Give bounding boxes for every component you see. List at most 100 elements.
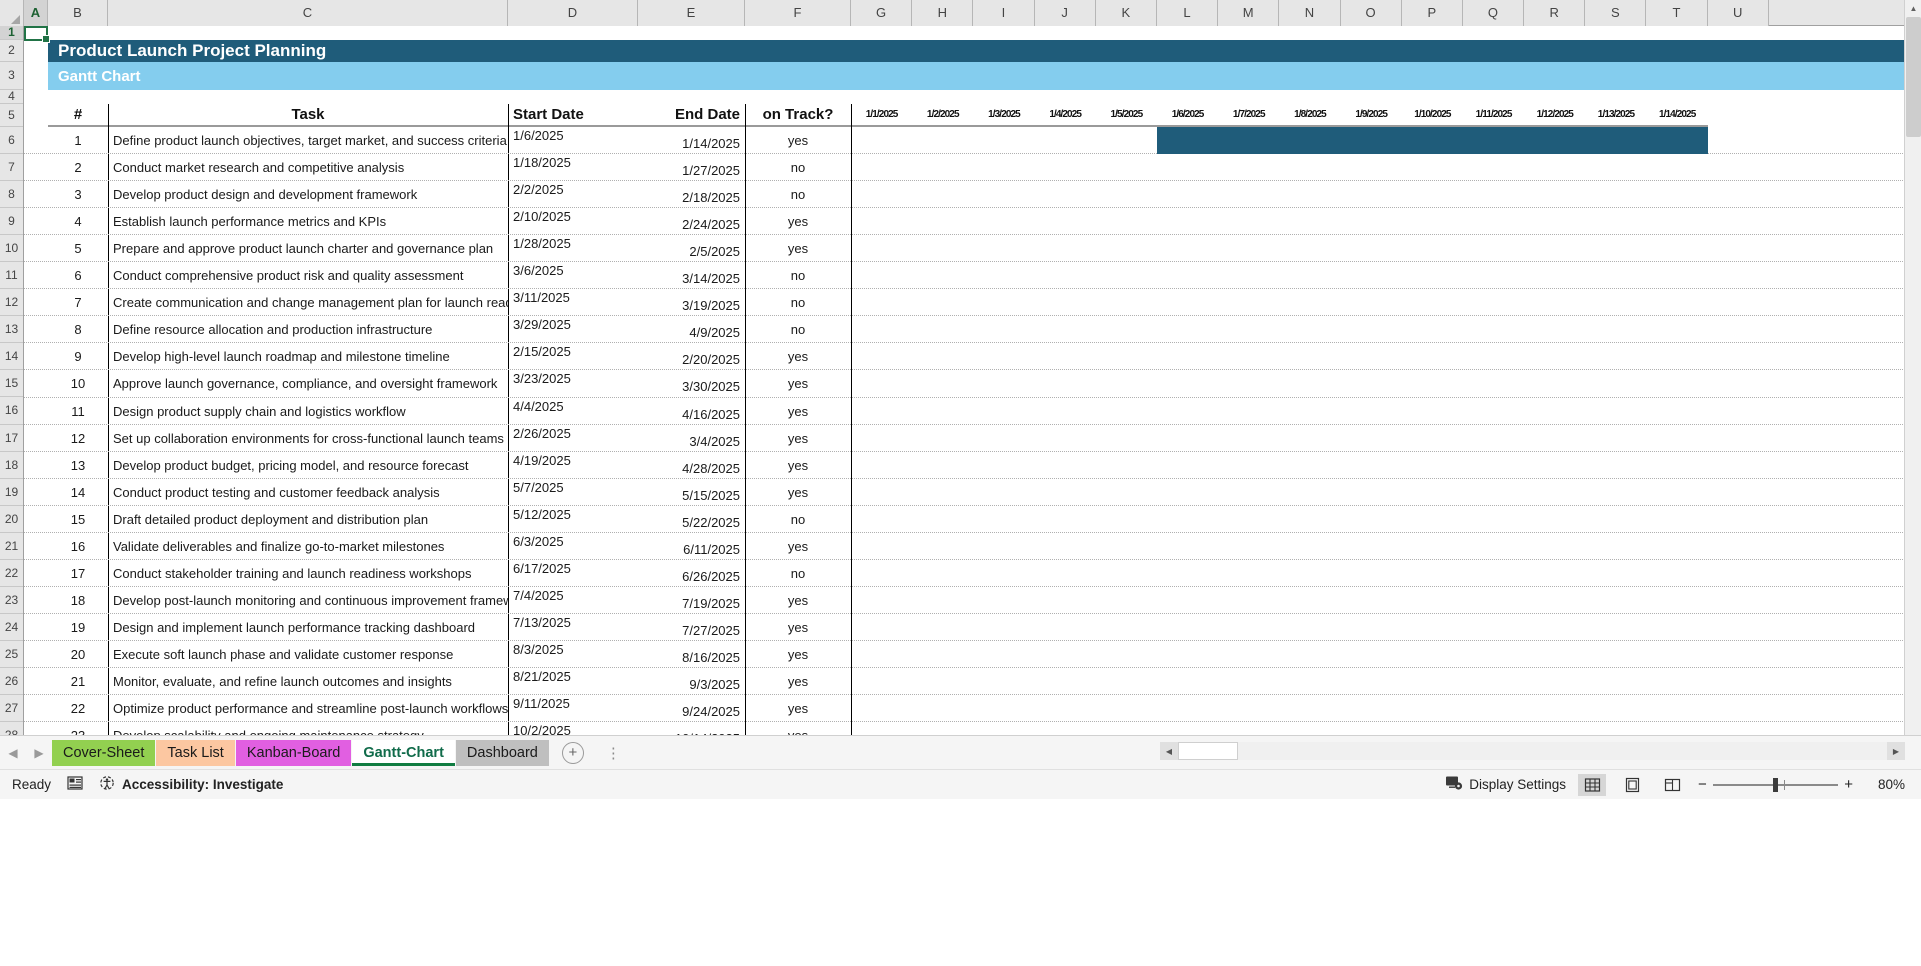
cell-on-track[interactable]: yes (787, 646, 809, 662)
row-header-23[interactable]: 23 (0, 586, 23, 614)
cell-end-date[interactable]: 10/14/2025 (638, 722, 745, 735)
row-header-17[interactable]: 17 (0, 424, 23, 452)
cell-on-track[interactable]: no (790, 160, 806, 176)
vertical-scrollbar[interactable]: ▲ (1904, 0, 1921, 735)
cell-on-track[interactable]: yes (787, 484, 809, 500)
cell-on-track[interactable]: yes (787, 349, 809, 365)
row-header-14[interactable]: 14 (0, 343, 23, 371)
cell-start-date[interactable]: 1/6/2025 (513, 128, 564, 143)
column-header-q[interactable]: Q (1462, 0, 1525, 26)
cell-task[interactable]: Conduct product testing and customer fee… (113, 484, 440, 500)
hscroll-track[interactable] (1178, 742, 1887, 760)
add-sheet-button[interactable]: + (561, 741, 584, 764)
cell-task[interactable]: Develop product design and development f… (113, 187, 418, 203)
sheet-tab-gantt-chart[interactable]: Gantt-Chart (352, 739, 455, 766)
cell-number[interactable]: 6 (74, 268, 82, 284)
column-header-s[interactable]: S (1585, 0, 1647, 26)
cell-start-date[interactable]: 7/4/2025 (513, 587, 564, 603)
cell-start-date[interactable]: 8/21/2025 (513, 669, 571, 684)
cell-start-date[interactable]: 2/15/2025 (513, 344, 571, 360)
cell-on-track[interactable]: no (790, 511, 806, 527)
cell-start-date[interactable]: 2/10/2025 (513, 209, 571, 225)
cell-on-track[interactable]: yes (787, 430, 809, 446)
cell-task[interactable]: Validate deliverables and finalize go-to… (113, 538, 445, 554)
row-header-13[interactable]: 13 (0, 316, 23, 344)
cell-start-date[interactable]: 3/29/2025 (513, 317, 571, 333)
cell-task[interactable]: Create communication and change manageme… (113, 295, 508, 311)
cell-on-track[interactable]: no (790, 187, 806, 203)
cell-on-track[interactable]: yes (787, 403, 809, 419)
row-header-20[interactable]: 20 (0, 505, 23, 533)
cell-start-date[interactable]: 8/3/2025 (513, 641, 564, 657)
cell-number[interactable]: 16 (70, 538, 86, 554)
column-header-r[interactable]: R (1524, 0, 1586, 26)
cell-number[interactable]: 1 (74, 133, 82, 149)
cell-end-date[interactable]: 5/22/2025 (682, 514, 740, 530)
column-header-t[interactable]: T (1646, 0, 1708, 26)
cell-on-track[interactable]: yes (787, 538, 809, 554)
column-header-d[interactable]: D (508, 0, 638, 26)
cell-task[interactable]: Develop post-launch monitoring and conti… (113, 592, 508, 608)
column-header-u[interactable]: U (1707, 0, 1769, 26)
column-header-m[interactable]: M (1218, 0, 1280, 26)
cell-start-date[interactable]: 3/6/2025 (513, 263, 564, 279)
cell-task[interactable]: Set up collaboration environments for cr… (113, 430, 504, 446)
cell-end-date[interactable]: 2/18/2025 (682, 190, 740, 206)
cell-task[interactable]: Define resource allocation and productio… (113, 322, 433, 338)
cell-task[interactable]: Develop product budget, pricing model, a… (113, 457, 469, 473)
cell-number[interactable]: 3 (74, 187, 82, 203)
cell-end-date[interactable]: 4/9/2025 (689, 325, 740, 341)
cell-on-track[interactable]: no (790, 565, 806, 581)
cell-on-track[interactable]: yes (787, 457, 809, 473)
cell-end-date[interactable]: 1/14/2025 (682, 136, 740, 152)
row-header-24[interactable]: 24 (0, 613, 23, 641)
column-header-h[interactable]: H (912, 0, 974, 26)
cell-task[interactable]: Design product supply chain and logistic… (113, 403, 406, 419)
column-header-f[interactable]: F (745, 0, 851, 26)
zoom-knob[interactable] (1772, 777, 1778, 792)
cell-on-track[interactable]: yes (787, 619, 809, 635)
horizontal-scroll-thumb[interactable] (1178, 742, 1238, 760)
column-header-j[interactable]: J (1034, 0, 1096, 26)
row-header-12[interactable]: 12 (0, 289, 23, 317)
row-header-2[interactable]: 2 (0, 40, 23, 62)
cell-on-track[interactable]: yes (787, 241, 809, 257)
row-header-7[interactable]: 7 (0, 154, 23, 182)
cell-on-track[interactable]: no (790, 268, 806, 284)
row-header-21[interactable]: 21 (0, 532, 23, 560)
column-header-a[interactable]: A (24, 0, 48, 26)
cell-start-date[interactable]: 3/23/2025 (513, 371, 571, 387)
cell-on-track[interactable]: yes (787, 592, 809, 608)
row-header-8[interactable]: 8 (0, 181, 23, 209)
sheet-tab-dashboard[interactable]: Dashboard (455, 739, 549, 766)
cell-task[interactable]: Design and implement launch performance … (113, 619, 476, 635)
zoom-track[interactable] (1712, 777, 1839, 792)
cell-number[interactable]: 13 (70, 457, 86, 473)
cell-task[interactable]: Develop high-level launch roadmap and mi… (113, 349, 450, 365)
cell-end-date[interactable]: 2/24/2025 (682, 217, 740, 233)
row-header-22[interactable]: 22 (0, 559, 23, 587)
cell-start-date[interactable]: 4/4/2025 (513, 398, 564, 414)
worksheet-grid[interactable]: Product Launch Project Planning Gantt Cha… (24, 26, 1905, 735)
column-header-p[interactable]: P (1401, 0, 1463, 26)
zoom-in-button[interactable]: + (1844, 776, 1853, 793)
cell-number[interactable]: 23 (48, 722, 108, 735)
row-header-6[interactable]: 6 (0, 127, 23, 155)
cell-on-track[interactable]: no (790, 295, 806, 311)
cell-task[interactable]: Optimize product performance and streaml… (113, 701, 508, 717)
scroll-up-icon[interactable]: ▲ (1905, 0, 1921, 17)
hscroll-right-icon[interactable]: ▶ (1887, 742, 1905, 760)
cell-end-date[interactable]: 2/20/2025 (682, 352, 740, 368)
cell-task[interactable]: Conduct comprehensive product risk and q… (113, 268, 464, 284)
page-layout-view-button[interactable] (1618, 774, 1646, 796)
cell-task[interactable]: Establish launch performance metrics and… (113, 214, 387, 230)
cell-number[interactable]: 4 (74, 214, 82, 230)
cell-end-date[interactable]: 7/27/2025 (682, 622, 740, 638)
cell-on-track[interactable]: yes (787, 376, 809, 392)
cell-end-date[interactable]: 3/14/2025 (682, 271, 740, 287)
cell-number[interactable]: 9 (74, 349, 82, 365)
cell-task[interactable]: Develop scalability and ongoing maintena… (108, 722, 508, 735)
row-header-15[interactable]: 15 (0, 370, 23, 398)
cell-end-date[interactable]: 9/3/2025 (689, 677, 740, 693)
row-header-9[interactable]: 9 (0, 208, 23, 236)
